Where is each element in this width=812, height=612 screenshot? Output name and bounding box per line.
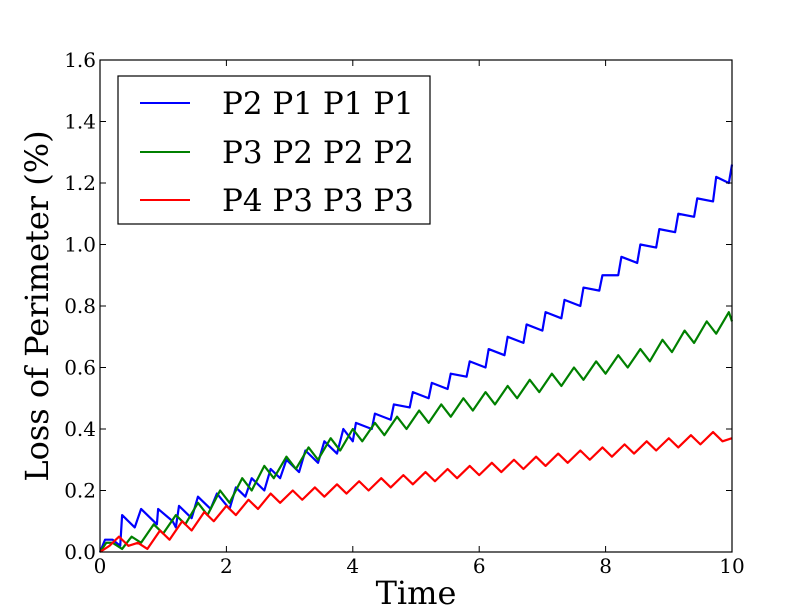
y-axis-title: Loss of Perimeter (%) xyxy=(18,130,56,481)
y-tick-label: 0.6 xyxy=(64,356,96,380)
y-tick-label: 1.2 xyxy=(64,171,96,195)
x-tick-label: 2 xyxy=(220,554,233,578)
legend-label-p4-p3: P4 P3 P3 P3 xyxy=(222,183,414,219)
y-tick-label: 1.0 xyxy=(64,233,96,257)
x-axis-title: Time xyxy=(376,574,457,612)
legend-label-p3-p2: P3 P2 P2 P2 xyxy=(222,135,414,171)
legend: P2 P1 P1 P1 P3 P2 P2 P2 P4 P3 P3 P3 xyxy=(117,75,431,225)
ticks-layer: 0 2 4 6 8 10 0.0 0.2 0.4 0.6 0.8 1.0 1.2 1.4 1.6 xyxy=(64,48,745,578)
series-line-p3-p2-p2-p2 xyxy=(99,311,734,553)
series-line-p4-p3-p3-p3 xyxy=(99,430,733,553)
y-tick-label: 1.4 xyxy=(64,110,96,134)
x-tick-label: 4 xyxy=(346,554,359,578)
x-tick-label: 0 xyxy=(94,554,107,578)
y-tick-label: 0.2 xyxy=(64,479,96,503)
y-tick-label: 0.8 xyxy=(64,294,96,318)
y-tick-label: 0.4 xyxy=(64,417,96,441)
legend-label-p2-p1: P2 P1 P1 P1 xyxy=(222,86,414,122)
series-layer xyxy=(98,164,734,553)
y-tick-label: 1.6 xyxy=(64,48,96,72)
x-tick-label: 8 xyxy=(599,554,612,578)
x-tick-label: 10 xyxy=(719,554,744,578)
y-tick-label: 0.0 xyxy=(64,540,96,564)
x-tick-label: 6 xyxy=(473,554,486,578)
